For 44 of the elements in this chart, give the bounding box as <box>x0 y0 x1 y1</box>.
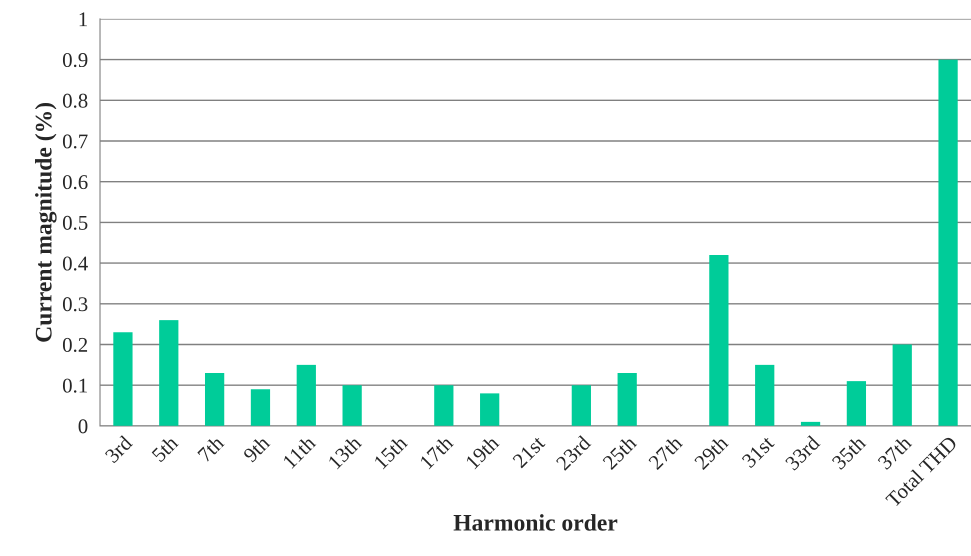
x-tick-label: 9th <box>242 434 271 463</box>
bar <box>113 332 133 426</box>
x-tick-label: 25th <box>602 434 638 470</box>
x-tick-label: 35th <box>830 434 867 470</box>
y-tick-label: 0.4 <box>62 256 88 271</box>
x-tick-label: 31st <box>741 434 775 468</box>
bar <box>296 364 316 426</box>
x-tick-label: 27th <box>647 434 684 470</box>
x-tick-label: 21st <box>512 434 546 469</box>
bar <box>892 344 912 426</box>
y-axis-title: Current magnitude (%) <box>35 102 57 342</box>
y-tick-label: 0.1 <box>62 378 87 393</box>
bar <box>938 60 958 426</box>
bar <box>434 385 454 426</box>
x-axis-title: Harmonic order <box>454 514 618 531</box>
y-tick-label: 0.9 <box>62 52 88 68</box>
bar <box>618 372 637 426</box>
y-tick-label: 0 <box>78 419 88 434</box>
x-tick-label: 29th <box>693 434 730 470</box>
x-tick-label: 17th <box>418 434 454 470</box>
y-tick-label: 0.8 <box>62 94 88 108</box>
bar <box>709 254 728 426</box>
bar <box>204 372 224 426</box>
bar <box>480 393 500 426</box>
x-tick-label: 5th <box>150 434 179 463</box>
y-tick-label: 0.5 <box>62 216 88 230</box>
y-tick-label: 0.2 <box>62 338 88 352</box>
y-tick-label: 0.3 <box>62 297 88 312</box>
x-tick-label: 15th <box>373 434 408 470</box>
x-tick-label: 11th <box>282 434 316 469</box>
x-tick-label: 3rd <box>104 434 134 464</box>
x-tick-label: 19th <box>464 434 500 470</box>
x-tick-label: 7th <box>196 434 225 462</box>
y-tick-label: 0.7 <box>62 134 88 149</box>
x-tick-label: 13th <box>327 434 362 470</box>
y-tick-label: 1 <box>80 12 87 26</box>
x-tick-label: 37th <box>876 434 912 470</box>
y-tick-label: 0.6 <box>62 175 88 190</box>
bar <box>159 320 178 426</box>
bar <box>846 381 866 426</box>
bar <box>755 364 774 426</box>
bar <box>250 389 270 426</box>
bar <box>572 385 591 426</box>
bar <box>342 385 362 426</box>
